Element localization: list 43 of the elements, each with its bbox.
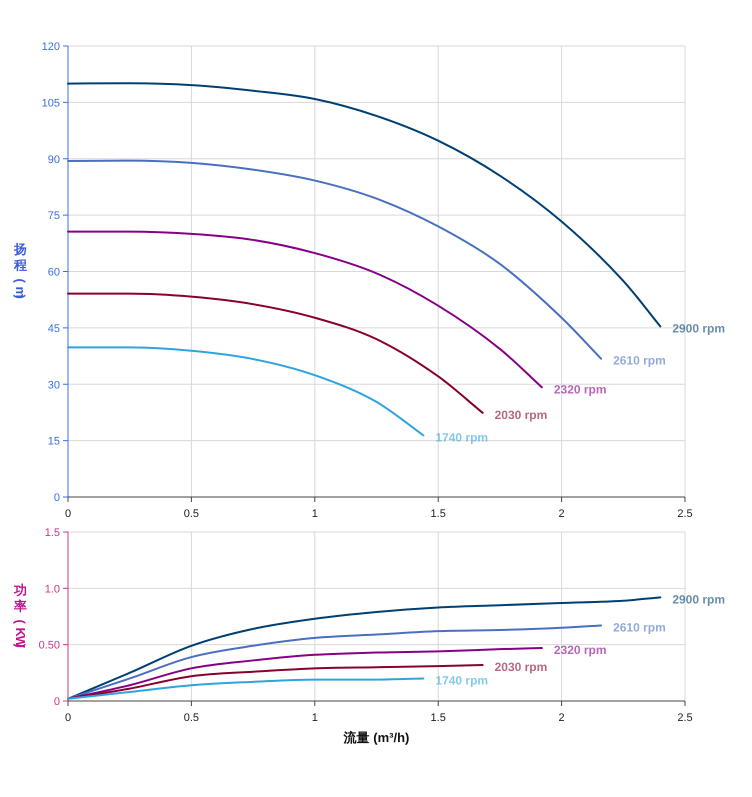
x-tick-label: 2 [558, 508, 565, 520]
line-series [67, 160, 602, 360]
line-series [67, 82, 662, 328]
line-series [67, 346, 424, 436]
y-tick-label: 1.0 [44, 583, 60, 596]
x-tick-label: 0 [64, 508, 72, 520]
y-tick-label: 45 [48, 322, 60, 335]
series-label: 2320 rpm [554, 643, 607, 658]
y-tick-label: 105 [42, 97, 60, 110]
series-label: 2320 rpm [554, 382, 607, 396]
x-tick-label: 0 [64, 712, 72, 724]
y-tick-label: 75 [48, 210, 60, 222]
y-tick-label: 15 [48, 436, 60, 448]
y-tick-label: 1.5 [44, 527, 60, 539]
y-tick-label: 120 [42, 41, 60, 53]
y-tick-label: 0 [54, 696, 60, 708]
y-tick-label: 0.50 [38, 640, 60, 652]
x-tick-label: 0.5 [184, 508, 200, 520]
line-series [67, 292, 484, 414]
series-label: 1740 rpm [435, 430, 488, 444]
x-axis-title: 流量 (m³/h) [342, 730, 410, 745]
x-tick-label: 1.5 [430, 508, 446, 520]
series-label: 2030 rpm [494, 408, 548, 422]
series-label: 2900 rpm [672, 592, 726, 606]
x-tick-label: 2.5 [677, 508, 693, 520]
line-series [67, 677, 424, 700]
x-tick-label: 1.5 [430, 712, 446, 724]
y-tick-label: 30 [48, 379, 60, 392]
y-tick-label: 60 [48, 266, 60, 278]
series-label: 1740 rpm [435, 673, 488, 688]
series-label: 2610 rpm [613, 354, 666, 368]
x-tick-label: 1 [312, 508, 318, 520]
series-label: 2900 rpm [672, 321, 726, 336]
y-tick-label: 0 [54, 492, 60, 504]
line-series [67, 230, 543, 388]
y-axis-title: 扬程 (m) [13, 242, 28, 299]
x-tick-label: 2 [558, 712, 565, 724]
y-tick-label: 90 [48, 154, 60, 166]
x-tick-label: 1 [312, 712, 318, 724]
series-label: 2030 rpm [494, 660, 548, 674]
x-tick-label: 2.5 [677, 712, 693, 724]
x-tick-label: 0.5 [184, 712, 200, 724]
series-label: 2610 rpm [613, 620, 666, 635]
